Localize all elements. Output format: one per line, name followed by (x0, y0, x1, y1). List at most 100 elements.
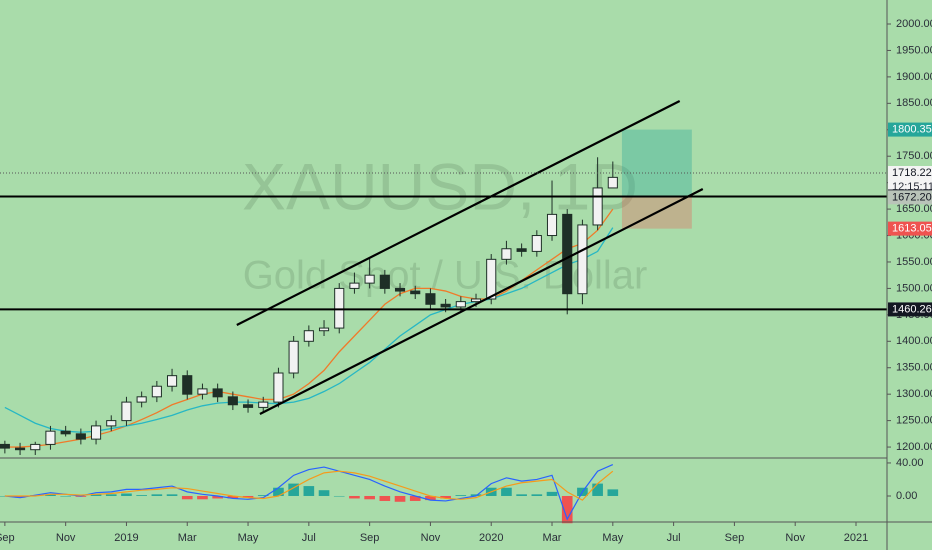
y-tick-label: 1750.00 (896, 150, 932, 162)
y-tick-label: 1200.00 (896, 441, 932, 453)
macd-histogram (501, 487, 512, 496)
macd-histogram (455, 495, 467, 496)
candle-body (546, 213, 558, 237)
macd-histogram (227, 495, 239, 499)
y-tick-label: 1350.00 (896, 362, 932, 374)
moving-average (4, 227, 614, 433)
macd-histogram (136, 495, 147, 496)
candle-body (90, 425, 102, 440)
macd-histogram (409, 495, 421, 501)
price-label: 1800.35 (892, 123, 932, 135)
y-tick-label: 1900.00 (896, 71, 932, 83)
macd-histogram (242, 495, 254, 498)
macd-histogram (181, 495, 193, 500)
price-label-bg (888, 190, 932, 205)
y-tick-label: 1650.00 (896, 203, 932, 215)
candle-body (30, 443, 41, 451)
candle-body (318, 327, 330, 332)
candle-body (562, 213, 573, 295)
macd-histogram (516, 494, 527, 496)
price-label-bg (888, 122, 932, 137)
candle-body (0, 443, 10, 449)
x-tick-label: Nov (56, 532, 76, 544)
macd-histogram (288, 483, 299, 496)
price-axis (887, 0, 932, 550)
x-tick-label: May (238, 532, 259, 544)
macd-histogram (14, 495, 26, 498)
macd-histogram (212, 495, 223, 499)
candle-body (364, 274, 375, 284)
price-label-bg (888, 221, 932, 236)
candle-body (60, 430, 71, 435)
candle-body (516, 248, 527, 252)
x-tick-label: Nov (421, 532, 441, 544)
price-label-bg (888, 166, 932, 181)
macd-histogram (303, 486, 315, 496)
macd-histogram (121, 493, 132, 496)
candle-body (486, 258, 497, 300)
y-tick-label: 1300.00 (896, 388, 932, 400)
candle-body (410, 290, 421, 295)
macd-histogram (105, 494, 117, 496)
price-label-bg (888, 302, 932, 317)
price-label: 1613.05 (892, 223, 932, 235)
macd-histogram (440, 495, 451, 499)
macd-histogram (60, 495, 71, 497)
macd-histogram (561, 495, 573, 524)
y-tick-label: 1850.00 (896, 97, 932, 109)
candle-body (501, 248, 512, 260)
channel-line (236, 100, 681, 326)
position-target (621, 129, 692, 197)
channel-line (259, 188, 704, 415)
x-tick-label: Mar (543, 532, 562, 544)
x-tick-label: May (602, 532, 623, 544)
candle-body (577, 224, 588, 295)
candle-body (166, 375, 178, 387)
candle-body (242, 404, 254, 408)
price-label: 1672.20 (892, 191, 932, 203)
y-tick-label: 2000.00 (896, 18, 932, 30)
x-tick-label: Jul (667, 532, 681, 544)
price-label: 1718.22 (892, 167, 932, 179)
macd-histogram (197, 495, 208, 500)
x-tick-label: 2020 (479, 532, 503, 544)
candle-body (106, 420, 117, 427)
candle-body (394, 287, 406, 292)
macd-histogram (592, 483, 603, 496)
macd-histogram (364, 495, 375, 500)
candle-body (227, 396, 238, 406)
macd-histogram (470, 494, 482, 496)
x-tick-label: Jul (302, 532, 316, 544)
macd-histogram (257, 495, 269, 496)
candle-body (182, 375, 193, 395)
moving-average (4, 208, 614, 448)
macd-histogram (318, 490, 330, 496)
candle-body (379, 274, 390, 289)
candle-body (197, 388, 208, 395)
candle-body (440, 303, 451, 308)
y-tick-label: 1500.00 (896, 282, 932, 294)
macd-histogram (90, 494, 102, 496)
x-tick-label: 2021 (844, 532, 868, 544)
macd-histogram (607, 489, 619, 496)
x-tick-label: Sep (725, 532, 745, 544)
candle-body (258, 401, 269, 408)
y-tick-label: 0.00 (896, 490, 917, 502)
macd-histogram (531, 494, 543, 496)
candle-body (121, 401, 132, 422)
y-tick-label: 1550.00 (896, 256, 932, 268)
candle-body (455, 301, 466, 308)
x-tick-label: Sep (360, 532, 380, 544)
candle-body (470, 298, 482, 303)
macd-line (4, 464, 614, 521)
candle-body (151, 385, 162, 398)
candle-body (349, 282, 360, 289)
macd-histogram (273, 487, 284, 496)
macd-histogram (166, 494, 178, 496)
y-tick-label: 40.00 (896, 457, 924, 469)
candle-body (15, 447, 26, 451)
candle-body (334, 287, 345, 329)
candle-body (607, 176, 618, 189)
